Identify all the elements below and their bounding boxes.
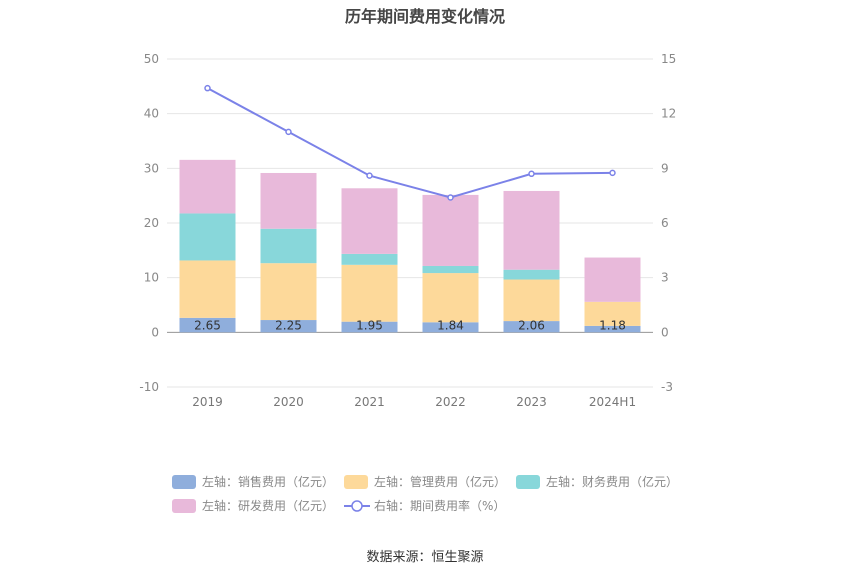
line-point — [204, 84, 211, 92]
x-axis-tick-label: 2023 — [516, 395, 547, 409]
data-label-sales: 2.25 — [275, 318, 302, 332]
right-axis-tick-label: -3 — [661, 380, 673, 394]
bar-finance — [179, 213, 236, 261]
bar-sales — [422, 322, 479, 333]
bar-admin — [584, 301, 641, 326]
line-point — [609, 169, 616, 177]
line-point — [366, 172, 373, 179]
data-label-sales: 1.84 — [437, 318, 464, 332]
legend-swatch-marker — [351, 500, 363, 512]
left-axis-tick-label: -10 — [139, 380, 159, 394]
bar-rnd — [179, 159, 236, 214]
x-axis-tick-label: 2019 — [192, 395, 223, 409]
right-axis-tick-label: 0 — [661, 325, 669, 339]
right-axis-tick-label: 9 — [661, 161, 669, 175]
legend-label: 左轴：管理费用（亿元） — [374, 474, 506, 489]
bar-sales — [260, 320, 317, 333]
x-axis-tick-label: 2022 — [435, 395, 466, 409]
data-source: 数据来源：恒生聚源 — [366, 550, 484, 565]
bar-admin — [260, 263, 317, 321]
chart-title: 历年期间费用变化情况 — [344, 7, 505, 26]
bar-sales — [503, 321, 560, 333]
legend-swatch-sales — [172, 475, 196, 489]
x-axis-tick-label: 2021 — [354, 395, 385, 409]
bar-finance — [260, 228, 317, 264]
legend-swatch-rnd — [172, 499, 196, 513]
line-point — [528, 170, 535, 178]
left-axis-tick-label: 10 — [144, 271, 159, 285]
line-point — [285, 128, 292, 136]
bar-admin — [422, 273, 479, 323]
legend-swatch-finance — [516, 475, 540, 489]
bar-finance — [422, 265, 479, 274]
right-axis-tick-label: 12 — [661, 107, 676, 121]
left-axis-tick-label: 40 — [144, 107, 159, 121]
data-label-sales: 1.18 — [599, 318, 626, 332]
bar-finance — [503, 269, 560, 280]
x-axis-tick-label: 2020 — [273, 395, 304, 409]
bar-sales — [179, 317, 236, 333]
left-axis-tick-label: 0 — [151, 325, 159, 339]
legend-label: 左轴：研发费用（亿元） — [202, 498, 334, 513]
bar-finance — [341, 253, 398, 265]
left-axis-tick-label: 50 — [144, 52, 159, 66]
bar-sales — [341, 321, 398, 333]
bar-rnd — [584, 257, 641, 302]
data-label-sales: 2.06 — [518, 318, 545, 332]
left-axis-tick-label: 30 — [144, 161, 159, 175]
right-axis-tick-label: 15 — [661, 52, 676, 66]
line-point — [447, 194, 454, 201]
legend-swatch-admin — [344, 475, 368, 489]
bar-sales — [584, 325, 641, 333]
legend-label: 左轴：财务费用（亿元） — [546, 474, 678, 489]
data-label-sales: 1.95 — [356, 318, 383, 332]
left-axis-tick-label: 20 — [144, 216, 159, 230]
legend-label: 右轴：期间费用率（%） — [374, 498, 505, 513]
data-label-sales: 2.65 — [194, 318, 221, 332]
bar-admin — [341, 264, 398, 322]
bar-rnd — [422, 194, 479, 266]
bar-admin — [503, 279, 560, 322]
bar-rnd — [503, 190, 560, 270]
line-series-expense-rate — [207, 87, 613, 199]
x-axis-tick-label: 2024H1 — [589, 395, 636, 409]
bar-admin — [179, 260, 236, 318]
legend-label: 左轴：销售费用（亿元） — [202, 474, 334, 489]
bar-rnd — [341, 188, 398, 254]
bar-rnd — [260, 172, 317, 229]
right-axis-tick-label: 6 — [661, 216, 669, 230]
right-axis-tick-label: 3 — [661, 271, 669, 285]
